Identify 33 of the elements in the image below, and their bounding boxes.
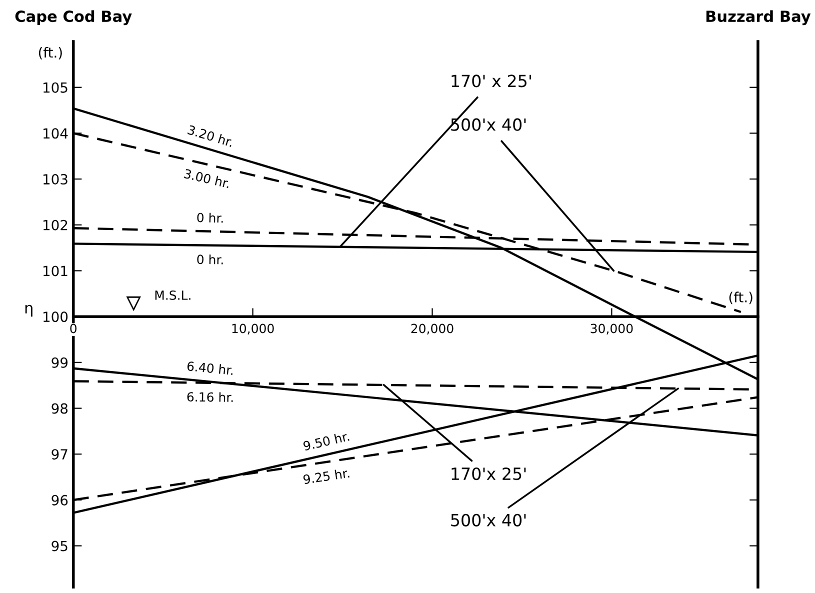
annotation: 500'x 40' — [451, 514, 526, 526]
annotation: M.S.L. — [155, 290, 190, 300]
text: 9.50 hr. — [302, 431, 350, 451]
series-label: 0 hr. — [197, 212, 223, 223]
y-tick-label: 102 — [44, 220, 68, 230]
text: 3.20 hr. — [187, 124, 234, 148]
x-tick-label: 30,000 — [590, 324, 633, 334]
x-tick-label: 20,000 — [411, 324, 454, 334]
annotation: 170'x 25' — [452, 467, 526, 480]
text: 3.00 hr. — [184, 168, 230, 188]
y-axis-title: η — [25, 304, 32, 317]
x-axis-title: (ft.) — [729, 292, 752, 304]
y-tick-label: 100 — [44, 312, 68, 322]
text: Cape Cod Bay — [15, 10, 132, 26]
y-tick-label: 104 — [44, 128, 68, 139]
y-tick-label: 97 — [52, 449, 68, 460]
x-tick-label: 0 — [70, 324, 76, 334]
text: (ft.) — [38, 46, 62, 60]
series-label: 6.16 hr. — [187, 392, 233, 402]
annotation: 500'x 40' — [451, 118, 526, 131]
y-tick-label: 96 — [52, 494, 68, 506]
series-label: 0 hr. — [197, 254, 223, 264]
y-tick-label: 101 — [44, 266, 68, 276]
y-tick-label: 98 — [52, 403, 68, 414]
text: 6.40 hr. — [187, 361, 234, 376]
y-tick-label: 105 — [44, 82, 68, 93]
y-tick-label: 95 — [52, 540, 68, 552]
x-tick-label: 10,000 — [232, 324, 274, 334]
text: 9.25 hr. — [302, 468, 350, 484]
y-tick-label: 103 — [44, 174, 68, 185]
annotation: 170' x 25' — [452, 74, 531, 88]
y-tick-label: 99 — [52, 357, 68, 368]
text: Buzzard Bay — [706, 10, 811, 26]
